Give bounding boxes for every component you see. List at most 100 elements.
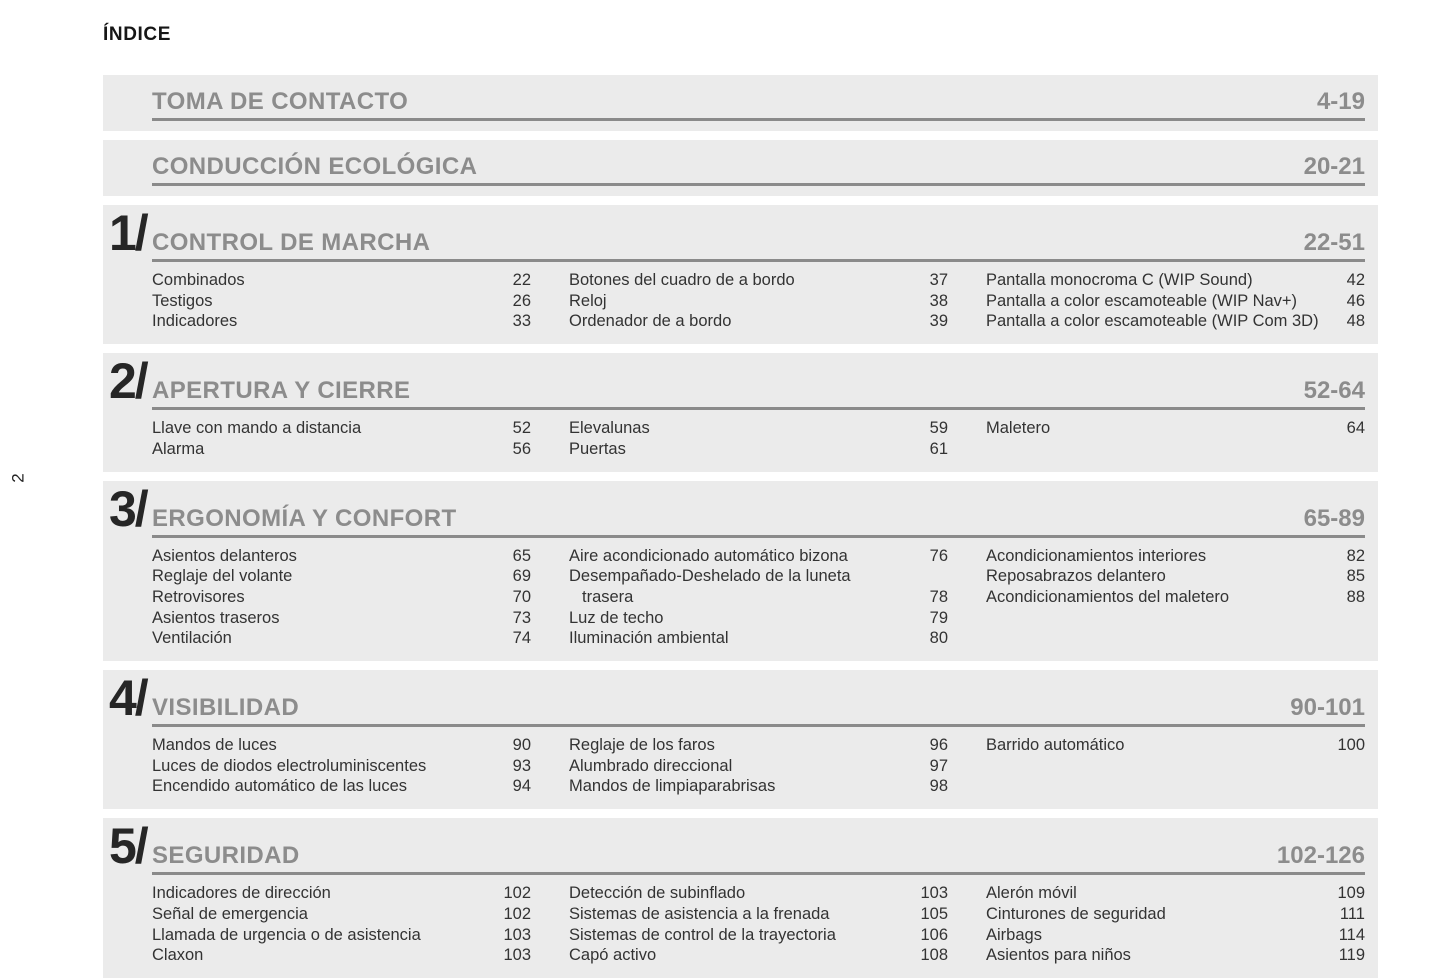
toc-entry-page: 111	[1339, 904, 1365, 923]
toc-entry-page: 56	[512, 439, 531, 458]
toc-entry-page: 97	[929, 756, 948, 775]
toc-entry: Acondicionamientos del maletero 88	[986, 587, 1365, 608]
toc-entry: Aire acondicionado automático bizona 76	[569, 546, 948, 567]
toc-entry: Sistemas de asistencia a la frenada 105	[569, 904, 948, 925]
toc-entry-page: 69	[512, 567, 531, 586]
toc-entry-label: Llamada de urgencia o de asistencia	[152, 925, 421, 944]
toc-entry-page: 22	[512, 271, 531, 289]
entry-column-2: Elevalunas 59 Puertas 61	[569, 418, 948, 459]
toc-entry: Luz de techo 79	[569, 608, 948, 629]
toc-entry-label: Pantalla a color escamoteable (WIP Com 3…	[986, 312, 1319, 331]
toc-entry-label: Claxon	[152, 946, 204, 965]
toc-entry-page: 46	[1346, 291, 1365, 310]
toc-entry-page: 39	[929, 312, 948, 331]
toc-entry-page: 61	[929, 439, 948, 458]
entry-column-2: Botones del cuadro de a bordo 37 Reloj 38 Or…	[569, 270, 948, 332]
toc-entry-page: 109	[1337, 884, 1365, 903]
section-title: CONTROL DE MARCHA	[152, 229, 431, 256]
toc-entry: Iluminación ambiental 80	[569, 628, 948, 649]
toc-entry: Pantalla a color escamoteable (WIP Com 3…	[986, 311, 1365, 332]
toc-entry-label: Cinturones de seguridad	[986, 904, 1166, 923]
toc-entry-label: Ventilación	[152, 629, 232, 648]
toc-entry-page: 74	[512, 629, 531, 648]
toc-entry: Capó activo 108	[569, 945, 948, 966]
toc-section-3: 1/CONTROL DE MARCHA 22-51 Combinados 22 Test…	[103, 205, 1378, 345]
toc-entry: Puertas 61	[569, 439, 948, 460]
toc-entry-label: Iluminación ambiental	[569, 629, 729, 648]
toc-entry: Asientos traseros 73	[152, 608, 531, 629]
section-header: 2/APERTURA Y CIERRE 52-64	[103, 356, 1365, 411]
toc-entry-label: Encendido automático de las luces	[152, 777, 407, 796]
toc-entry: Mandos de limpiaparabrisas 98	[569, 776, 948, 797]
toc-entry-label: Capó activo	[569, 946, 657, 965]
entry-column-2: Aire acondicionado automático bizona 76 De…	[569, 546, 948, 650]
entry-column-3: Maletero 64	[986, 418, 1365, 439]
toc-entry-label: Sistemas de asistencia a la frenada	[569, 904, 830, 923]
toc-section-2: CONDUCCIÓN ECOLÓGICA 20-21	[103, 140, 1378, 196]
entry-column-3: Acondicionamientos interiores 82 Reposabra…	[986, 546, 1365, 608]
section-page-range: 22-51	[1303, 229, 1365, 256]
toc-entry-label: Reglaje de los faros	[569, 736, 715, 755]
toc-entry-page: 100	[1337, 736, 1365, 755]
toc-entry: Señal de emergencia 102	[152, 904, 531, 925]
toc-entry: Reglaje de los faros 96	[569, 735, 948, 756]
toc-entry-label: Asientos traseros	[152, 608, 280, 627]
toc-entry-page: 64	[1346, 419, 1365, 438]
toc-entry: Reglaje del volante 69	[152, 566, 531, 587]
section-header: 3/ERGONOMÍA Y CONFORT 65-89	[103, 484, 1365, 538]
section-title-rule: APERTURA Y CIERRE 52-64	[152, 377, 1365, 411]
toc-entry-page: 108	[920, 946, 948, 965]
toc-entry: Asientos delanteros 65	[152, 546, 531, 567]
toc-entry-page: 103	[503, 946, 531, 965]
toc-entry-page: 119	[1338, 946, 1365, 965]
toc-entry-page: 103	[920, 884, 948, 903]
entry-column-1: Asientos delanteros 65 Reglaje del volante…	[152, 546, 531, 650]
toc-entry-label: Botones del cuadro de a bordo	[569, 271, 795, 289]
toc-entry-page: 98	[929, 777, 948, 796]
toc-entry-label: Puertas	[569, 439, 626, 458]
section-title-rule: SEGURIDAD 102-126	[152, 842, 1365, 876]
toc-entry-label: Desempañado-Deshelado de la luneta trase…	[569, 567, 851, 606]
toc-entry-page: 80	[929, 629, 948, 648]
toc-entry-label: Señal de emergencia	[152, 904, 308, 923]
entry-column-3: Barrido automático 100	[986, 735, 1365, 756]
section-title: ERGONOMÍA Y CONFORT	[152, 504, 457, 532]
toc-entry: Botones del cuadro de a bordo 37	[569, 270, 948, 291]
toc-entry: Sistemas de control de la trayectoria 106	[569, 925, 948, 946]
toc-entry: Claxon 103	[152, 945, 531, 966]
toc-entry-page: 105	[920, 904, 948, 923]
toc-entry-page: 79	[929, 608, 948, 627]
toc-entry-label: Alarma	[152, 439, 205, 458]
toc-entry: Alarma 56	[152, 439, 531, 460]
entry-column-2: Reglaje de los faros 96 Alumbrado direccio…	[569, 735, 948, 797]
toc-entry: Acondicionamientos interiores 82	[986, 546, 1365, 567]
section-header: CONDUCCIÓN ECOLÓGICA 20-21	[103, 153, 1365, 186]
entry-column-3: Pantalla monocroma C (WIP Sound) 42 Pantal…	[986, 270, 1365, 332]
section-title: APERTURA Y CIERRE	[152, 377, 411, 405]
toc-entry: Airbags 114	[986, 925, 1365, 946]
entry-column-3: Alerón móvil 109 Cinturones de seguridad 11…	[986, 883, 1365, 966]
toc-entry-label: Elevalunas	[569, 419, 650, 438]
section-entry-columns: Indicadores de dirección 102 Señal de emer…	[103, 875, 1365, 966]
toc-entry: Pantalla a color escamoteable (WIP Nav+)…	[986, 291, 1365, 312]
toc-entry-page: 37	[929, 271, 948, 289]
section-title: VISIBILIDAD	[152, 694, 300, 722]
toc-entry-page: 88	[1346, 587, 1365, 606]
toc-entry-label: Airbags	[986, 925, 1042, 944]
toc-entry-page: 106	[920, 925, 948, 944]
section-title-rule: CONDUCCIÓN ECOLÓGICA 20-21	[152, 153, 1365, 186]
section-header: 4/VISIBILIDAD 90-101	[103, 673, 1365, 728]
toc-entry-page: 85	[1346, 567, 1365, 586]
toc-entry: Detección de subinflado 103	[569, 883, 948, 904]
toc-entry-page: 73	[512, 608, 531, 627]
toc-entry-page: 38	[929, 291, 948, 310]
toc-section-1: TOMA DE CONTACTO 4-19	[103, 75, 1378, 131]
toc-entry-page: 102	[503, 904, 531, 923]
toc-entry-label: Barrido automático	[986, 736, 1125, 755]
toc-entry-label: Acondicionamientos interiores	[986, 546, 1207, 565]
entry-column-1: Combinados 22 Testigos 26 Indicadores 33	[152, 270, 531, 332]
toc-entry-page: 82	[1346, 546, 1365, 565]
toc-entry-page: 26	[512, 291, 531, 310]
toc-entry: Ventilación 74	[152, 628, 531, 649]
section-title: TOMA DE CONTACTO	[152, 88, 409, 115]
